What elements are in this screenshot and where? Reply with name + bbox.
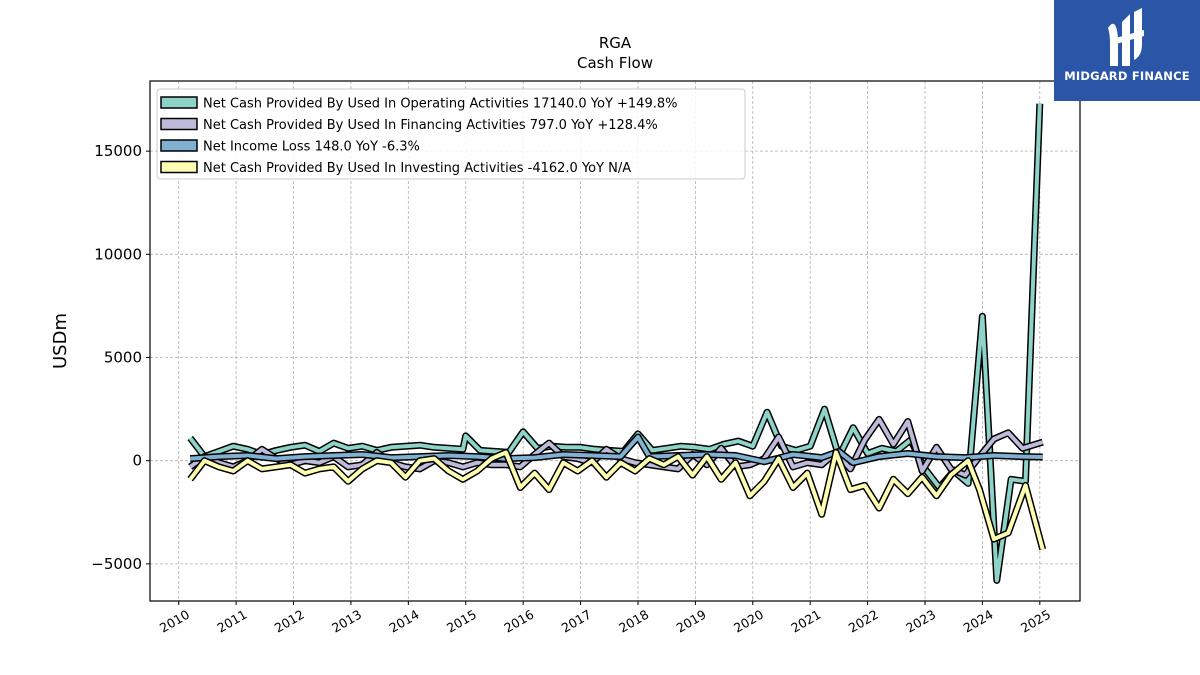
legend-label: Net Cash Provided By Used In Investing A… [203,161,631,176]
legend-swatch [160,96,198,109]
legend: Net Cash Provided By Used In Operating A… [156,88,746,180]
y-tick-label: 15000 [94,142,142,160]
plot-frame [149,80,1081,602]
series-line [190,435,1043,465]
chart-subtitle: Cash Flow [577,54,653,72]
y-tick-label: 10000 [94,245,142,263]
logo-mark-icon [1108,8,1144,66]
legend-swatch [160,160,198,174]
legend-label: Net Cash Provided By Used In Financing A… [203,118,658,133]
brand-logo: MIDGARD FINANCE [1054,0,1200,101]
logo-text: MIDGARD FINANCE [1064,69,1190,83]
legend-label: Net Income Loss 148.0 YoY -6.3% [203,140,420,155]
chart-title: RGA [599,34,632,52]
series-lines [187,103,1047,584]
y-tick-label: −5000 [91,555,142,573]
legend-label: Net Cash Provided By Used In Operating A… [203,97,677,112]
y-tick-label: 0 [132,452,142,470]
y-axis-label: USDm [50,313,71,369]
series-line [188,450,1045,550]
legend-swatch [160,117,198,131]
legend-swatch [160,139,198,152]
legend-box [156,88,746,180]
y-tick-label: 5000 [104,349,142,367]
